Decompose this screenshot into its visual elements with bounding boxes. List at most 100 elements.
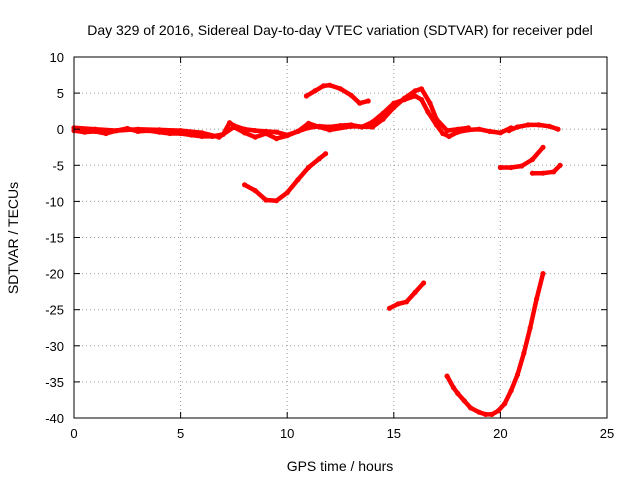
data-point (455, 126, 461, 132)
data-point (305, 120, 312, 126)
x-tick-label: 25 (600, 426, 614, 441)
x-tick-label: 15 (387, 426, 401, 441)
data-point (446, 133, 452, 139)
data-point (199, 130, 205, 136)
data-point (412, 88, 418, 94)
data-point (557, 162, 563, 168)
data-point (284, 133, 290, 139)
chart-title: Day 329 of 2016, Sidereal Day-to-day VTE… (87, 22, 593, 38)
data-point (273, 129, 280, 135)
data-point (337, 86, 344, 92)
data-point (444, 128, 450, 134)
data-point (555, 126, 561, 132)
data-point (348, 123, 354, 129)
data-point (489, 411, 495, 417)
data-point (495, 408, 501, 414)
data-point (252, 134, 258, 140)
data-point (508, 164, 514, 171)
y-tick-label: -25 (45, 303, 64, 318)
data-point (412, 93, 418, 99)
data-point (227, 120, 233, 126)
x-axis-label: GPS time / hours (287, 458, 394, 474)
data-point (323, 151, 329, 157)
data-point (135, 126, 141, 132)
y-tick-label: -20 (45, 267, 64, 282)
x-tick-label: 5 (177, 426, 184, 441)
data-point (242, 182, 248, 188)
data-point (316, 156, 322, 162)
x-tick-label: 20 (493, 426, 507, 441)
data-point (320, 83, 326, 89)
data-point (114, 128, 120, 134)
data-point (156, 127, 162, 133)
y-tick-label: 0 (57, 122, 64, 137)
data-point (92, 126, 98, 132)
data-point (529, 156, 536, 163)
data-point (476, 126, 482, 132)
data-point (433, 116, 439, 122)
data-point (546, 123, 553, 129)
y-tick-label: -10 (45, 194, 64, 209)
data-point (252, 188, 258, 194)
data-point (273, 136, 280, 142)
data-point (242, 130, 248, 136)
y-tick-label: -40 (45, 411, 64, 426)
data-point (348, 92, 354, 98)
data-point (487, 128, 493, 134)
data-point (551, 169, 557, 175)
data-point (421, 280, 427, 286)
data-point (450, 385, 457, 391)
data-point (365, 98, 371, 104)
data-point (312, 88, 318, 94)
data-point (465, 125, 471, 131)
data-point (295, 177, 301, 183)
data-point (502, 401, 508, 407)
y-tick-label: -35 (45, 375, 64, 390)
data-point (231, 124, 237, 130)
data-point (216, 134, 222, 140)
y-tick-label: 10 (50, 50, 64, 65)
data-point (461, 398, 467, 404)
data-point (476, 409, 482, 415)
data-point (418, 97, 425, 103)
series-low-segment (387, 280, 426, 311)
data-point (252, 128, 258, 134)
data-point (506, 128, 512, 134)
data-point (440, 130, 446, 137)
data-point (534, 296, 540, 302)
data-point (273, 198, 280, 204)
data-point (444, 373, 450, 379)
data-point (263, 197, 269, 203)
data-point (525, 122, 531, 128)
series-right-rise-b (530, 163, 563, 176)
data-point (425, 109, 431, 115)
data-point (395, 301, 401, 307)
data-point (295, 128, 301, 134)
data-point (303, 93, 309, 99)
data-point (316, 124, 322, 130)
data-point (327, 82, 333, 88)
y-tick-label: -30 (45, 339, 64, 354)
data-point (404, 299, 410, 305)
data-point (508, 388, 514, 394)
data-point (327, 127, 333, 133)
data-point (418, 86, 425, 92)
y-tick-label: -5 (52, 158, 64, 173)
data-point (401, 95, 408, 101)
data-point (391, 104, 397, 111)
data-point (540, 271, 546, 277)
data-point (529, 170, 536, 176)
data-point (369, 124, 376, 130)
data-point (468, 405, 474, 411)
plot-frame (73, 56, 608, 419)
data-point (521, 350, 527, 356)
y-tick-label: 5 (57, 86, 64, 101)
data-point (263, 130, 269, 137)
x-tick-label: 0 (70, 426, 77, 441)
data-point (380, 116, 386, 122)
data-point (536, 122, 542, 128)
x-tick-label: 10 (280, 426, 294, 441)
data-point (514, 124, 521, 130)
data-point (527, 325, 533, 331)
